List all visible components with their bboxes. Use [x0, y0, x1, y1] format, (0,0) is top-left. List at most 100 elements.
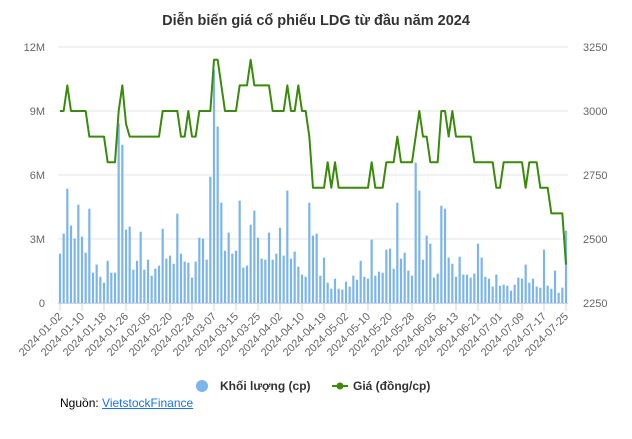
volume-bar — [458, 256, 461, 303]
volume-bar — [223, 250, 227, 303]
volume-bar — [366, 278, 370, 303]
volume-bar — [205, 259, 208, 303]
volume-bar — [322, 257, 326, 303]
right-tick-label: 3250 — [583, 42, 607, 54]
volume-bar — [476, 243, 480, 303]
volume-bar — [99, 276, 102, 303]
volume-bar — [344, 281, 348, 303]
volume-bar — [440, 205, 443, 303]
volume-bar — [282, 255, 285, 303]
volume-bar — [249, 224, 252, 303]
volume-bar — [407, 270, 410, 303]
volume-bar — [271, 259, 274, 303]
source-label: Nguồn: — [60, 396, 99, 410]
volume-bar — [553, 270, 557, 303]
volume-bar — [352, 275, 355, 303]
volume-bar — [106, 260, 109, 303]
volume-bar — [253, 210, 256, 303]
volume-bar — [73, 238, 76, 303]
volume-bars — [58, 69, 568, 303]
volume-bar — [539, 287, 542, 303]
volume-bar — [117, 123, 120, 303]
volume-bar — [425, 235, 428, 303]
volume-bar — [212, 69, 216, 303]
right-tick-label: 3000 — [583, 106, 607, 118]
volume-bar — [161, 228, 164, 303]
volume-bar — [146, 259, 150, 303]
volume-bar — [469, 277, 472, 303]
volume-bar — [495, 274, 498, 303]
volume-bar — [326, 282, 329, 303]
volume-bar — [264, 259, 267, 303]
volume-bar — [168, 255, 172, 303]
volume-bar — [150, 275, 153, 303]
volume-bar — [524, 264, 527, 303]
volume-bar — [286, 190, 289, 303]
volume-bar — [183, 261, 186, 303]
left-tick-label: 3M — [30, 234, 45, 246]
legend[interactable]: Khối lượng (cp) Giá (đồng/cp) — [196, 379, 430, 393]
volume-bar — [462, 274, 465, 303]
volume-bar — [231, 253, 234, 303]
price-series-line — [60, 58, 567, 265]
volume-bar — [227, 232, 230, 303]
volume-bar — [201, 238, 205, 303]
volume-bar — [432, 277, 436, 303]
volume-bar — [363, 276, 366, 303]
volume-bar — [443, 208, 447, 303]
left-tick-label: 6M — [30, 170, 45, 182]
volume-bar — [355, 279, 359, 303]
source-line: Nguồn: VietstockFinance — [60, 396, 193, 410]
volume-bar — [194, 261, 197, 303]
volume-bar — [542, 249, 546, 303]
volume-bar — [154, 268, 157, 303]
source-link[interactable]: VietstockFinance — [102, 396, 194, 410]
volume-bar — [77, 204, 80, 303]
volume-bar — [113, 272, 117, 303]
legend-item-volume[interactable]: Khối lượng (cp) — [196, 379, 311, 393]
volume-bar — [550, 288, 553, 303]
volume-bar — [308, 202, 311, 303]
volume-bar — [385, 249, 388, 303]
volume-bar — [454, 276, 458, 303]
volume-bar — [506, 285, 509, 303]
volume-bar — [498, 285, 502, 303]
volume-bar — [157, 265, 161, 303]
volume-bar — [297, 266, 300, 303]
x-axis: 2024-01-022024-01-102024-01-182024-01-26… — [17, 303, 571, 359]
volume-bar — [275, 253, 278, 303]
volume-bar — [278, 227, 282, 303]
volume-bar — [348, 286, 351, 303]
volume-bar — [190, 277, 194, 303]
volume-bar — [359, 260, 362, 303]
volume-bar — [480, 257, 483, 303]
volume-bar — [172, 263, 175, 303]
volume-bar — [69, 225, 73, 303]
volume-bar — [121, 144, 124, 303]
volume-bar — [341, 289, 344, 303]
volume-bar — [80, 236, 84, 303]
volume-bar — [176, 213, 179, 303]
volume-bar — [216, 126, 219, 303]
volume-bar — [487, 278, 491, 303]
volume-bar — [165, 258, 168, 303]
volume-bar — [260, 258, 263, 303]
volume-bar — [561, 287, 564, 303]
volume-bar — [124, 229, 128, 303]
volume-bar — [546, 285, 549, 303]
volume-bar — [62, 233, 65, 303]
volume-bar — [333, 278, 337, 303]
volume-bar — [135, 260, 139, 303]
legend-volume-marker — [196, 380, 208, 392]
volume-bar — [234, 250, 238, 303]
volume-bar — [300, 274, 304, 303]
legend-item-price[interactable]: Giá (đồng/cp) — [332, 379, 430, 393]
volume-bar — [557, 292, 560, 303]
volume-bar — [198, 237, 201, 303]
right-tick-label: 2250 — [583, 298, 607, 310]
volume-bar — [311, 235, 315, 303]
left-tick-label: 9M — [30, 106, 45, 118]
right-tick-label: 2500 — [583, 234, 607, 246]
legend-price-marker — [336, 382, 344, 390]
